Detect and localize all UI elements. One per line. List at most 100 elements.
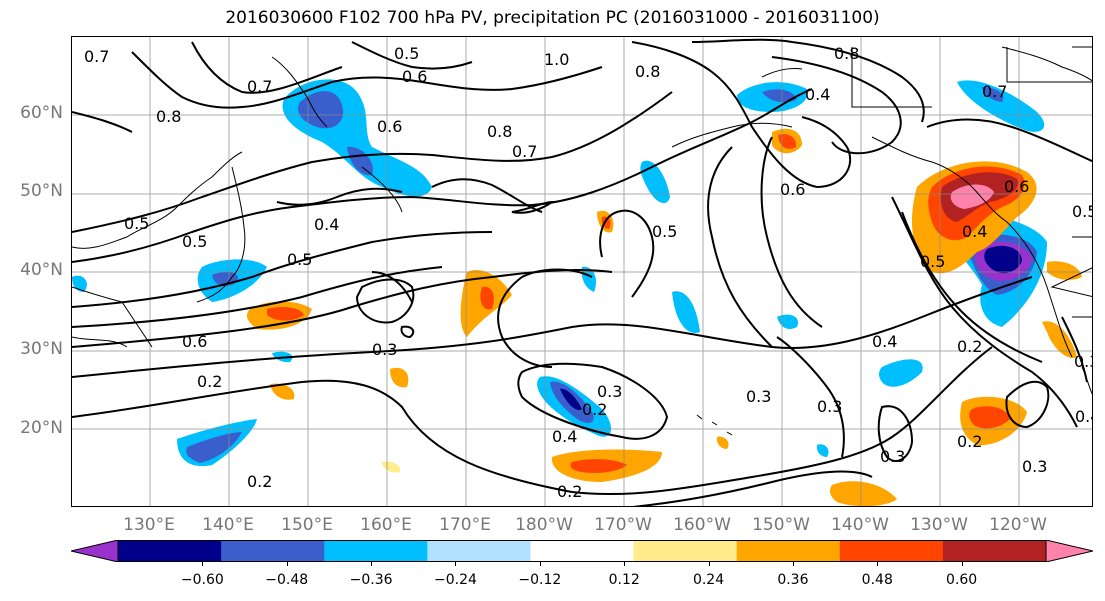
lon-label-130w: 130°W: [910, 515, 968, 535]
contour-label: 0.6: [780, 180, 805, 199]
contour-label: 0.3: [597, 382, 622, 401]
contour-label: 0.5: [124, 214, 149, 233]
colorbar-cell: [221, 540, 325, 562]
contour-label: 0.5: [920, 252, 945, 271]
lat-label-60n: 60°N: [20, 103, 63, 123]
colorbar-tick-mark: [624, 562, 626, 566]
precip-shading-negative: [72, 79, 1047, 467]
colorbar-tick-label: −0.12: [518, 572, 562, 588]
colorbar-cells: [71, 540, 1093, 562]
contour-label: 0.3: [1074, 352, 1093, 371]
lon-label-140w: 140°W: [831, 515, 889, 535]
lat-label-30n: 30°N: [20, 339, 63, 359]
lon-label-160w: 160°W: [673, 515, 731, 535]
lon-label-160e: 160°E: [360, 515, 412, 535]
lat-label-20n: 20°N: [20, 418, 63, 438]
lat-label-50n: 50°N: [20, 181, 63, 201]
contour-label: 0.8: [156, 107, 181, 126]
contour-label: 0.3: [746, 387, 771, 406]
contour-label: 0.4: [872, 332, 897, 351]
contour-label: 0.3: [880, 447, 905, 466]
colorbar-tick-label: −0.60: [180, 572, 224, 588]
contour-label: 0.5: [652, 222, 677, 241]
contour-label: 0.5: [394, 44, 419, 63]
contour-label: 0.2: [957, 432, 982, 451]
colorbar-tick-label: 0.36: [777, 572, 809, 588]
lon-label-170e: 170°E: [439, 515, 491, 535]
contour-label: 0.7: [84, 47, 109, 66]
contour-label: 0.2: [582, 400, 607, 419]
colorbar-tick-label: −0.24: [434, 572, 477, 588]
contour-label: 0.8: [834, 44, 859, 63]
colorbar-cell: [942, 540, 1047, 562]
colorbar-tick-mark: [961, 562, 963, 566]
colorbar-tick-label: −0.36: [349, 572, 393, 588]
colorbar-extend-low: [71, 540, 119, 562]
contour-label: 0.6: [377, 117, 402, 136]
lon-label-150w: 150°W: [752, 515, 810, 535]
colorbar-tick-label: 0.24: [692, 572, 725, 588]
contour-label: 0.2: [197, 372, 222, 391]
colorbar-cell: [530, 540, 635, 562]
contour-label: 0.8: [487, 122, 512, 141]
contour-label: 0.4: [314, 215, 339, 234]
contour-label: 0.3: [372, 340, 397, 359]
contour-label: 0.2: [957, 337, 982, 356]
colorbar-tick-label: 0.60: [946, 572, 978, 588]
contour-label: 0.7: [512, 142, 537, 161]
colorbar-extend-high: [1045, 540, 1093, 562]
colorbar-tick-mark: [539, 562, 541, 566]
grid-lines: [72, 37, 1092, 506]
colorbar-cell: [427, 540, 531, 562]
contour-label: 0.3: [817, 397, 842, 416]
contour-label: 0.5: [1072, 202, 1093, 221]
colorbar-cell: [118, 540, 222, 562]
map-panel: 0.7 0.5 0.6 1.0 0.8 0.8 0.7 0.8 0.6 0.8 …: [71, 36, 1093, 507]
contour-label: 0.4: [962, 222, 987, 241]
lon-label-170w: 170°W: [594, 515, 652, 535]
contour-label: 0.4: [805, 85, 830, 104]
lon-label-130e: 130°E: [123, 515, 175, 535]
colorbar: [71, 540, 1093, 562]
lon-label-120w: 120°W: [989, 515, 1047, 535]
contour-label: 0.5: [287, 250, 312, 269]
contour-label: 0.6: [402, 67, 427, 86]
colorbar-cell: [324, 540, 428, 562]
map-canvas: 0.7 0.5 0.6 1.0 0.8 0.8 0.7 0.8 0.6 0.8 …: [72, 37, 1093, 506]
contour-label: 0.3: [1022, 457, 1047, 476]
coastlines: [72, 46, 1092, 436]
colorbar-tick-mark: [708, 562, 710, 566]
colorbar-tick-mark: [877, 562, 879, 566]
colorbar-tick-label: 0.48: [861, 572, 893, 588]
contour-label: 0.4: [552, 427, 577, 446]
colorbar-tick-mark: [286, 562, 288, 566]
contour-label: 0.7: [982, 82, 1007, 101]
lon-label-150e: 150°E: [281, 515, 333, 535]
colorbar-tick-label: 0.12: [608, 572, 640, 588]
colorbar-tick-label: −0.48: [265, 572, 309, 588]
lon-label-180w: 180°W: [515, 515, 573, 535]
contour-label: 0.6: [182, 332, 207, 351]
colorbar-tick-mark: [202, 562, 204, 566]
colorbar-outline: [117, 540, 1047, 562]
pv-contours: [72, 38, 1092, 506]
contour-label: 0.7: [247, 77, 272, 96]
colorbar-tick-mark: [371, 562, 373, 566]
contour-label: 0.4: [1075, 407, 1093, 426]
contour-label: 1.0: [544, 50, 569, 69]
contour-label: 0.5: [182, 232, 207, 251]
colorbar-cell: [736, 540, 841, 562]
precip-shading-positive: [246, 128, 1082, 506]
colorbar-tick-mark: [455, 562, 457, 566]
figure-title: 2016030600 F102 700 hPa PV, precipitatio…: [225, 8, 880, 28]
lon-label-140e: 140°E: [202, 515, 254, 535]
colorbar-cell: [633, 540, 738, 562]
contour-labels: 0.7 0.5 0.6 1.0 0.8 0.8 0.7 0.8 0.6 0.8 …: [84, 44, 1093, 501]
contour-label: 0.2: [557, 482, 582, 501]
colorbar-tick-mark: [792, 562, 794, 566]
contour-label: 0.2: [247, 472, 272, 491]
contour-label: 0.6: [1004, 177, 1029, 196]
colorbar-cell: [839, 540, 944, 562]
contour-label: 0.8: [635, 62, 660, 81]
lat-label-40n: 40°N: [20, 260, 63, 280]
